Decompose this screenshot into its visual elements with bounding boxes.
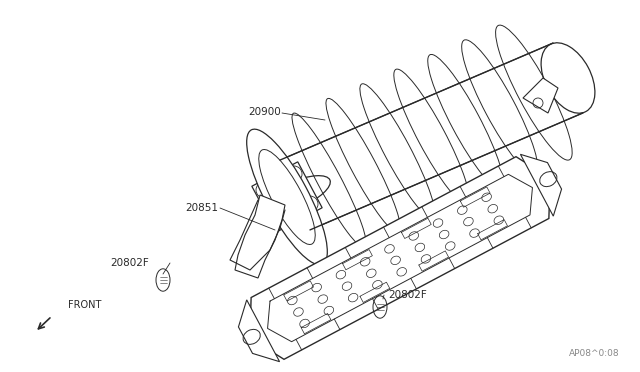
- Text: 20802F: 20802F: [388, 290, 427, 300]
- Ellipse shape: [246, 129, 327, 265]
- Polygon shape: [252, 162, 322, 232]
- Text: 20851: 20851: [185, 203, 218, 213]
- Text: 20900: 20900: [248, 107, 281, 117]
- Polygon shape: [250, 157, 550, 359]
- Polygon shape: [280, 43, 583, 230]
- Text: FRONT: FRONT: [68, 300, 101, 310]
- Polygon shape: [235, 195, 285, 278]
- Polygon shape: [523, 78, 558, 113]
- Polygon shape: [520, 154, 561, 216]
- Text: AP08^0:08: AP08^0:08: [570, 349, 620, 358]
- Polygon shape: [239, 300, 280, 362]
- Ellipse shape: [541, 43, 595, 113]
- Text: 20802F: 20802F: [110, 258, 148, 268]
